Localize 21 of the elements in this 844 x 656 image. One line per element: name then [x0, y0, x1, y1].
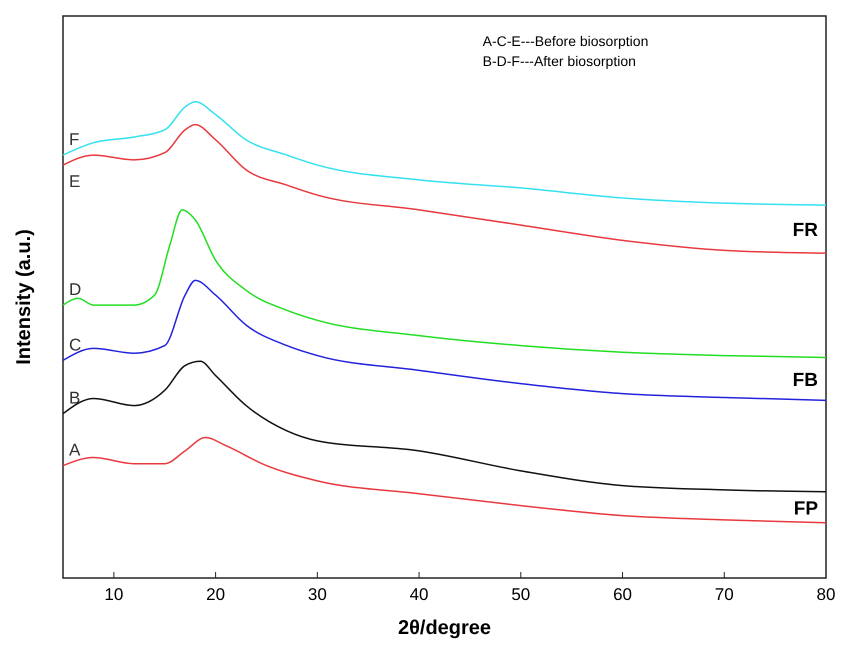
- series-label: B: [69, 388, 80, 408]
- series-label: D: [69, 280, 82, 300]
- series-label: E: [69, 172, 80, 192]
- series-label: F: [69, 130, 80, 150]
- x-tick-label: 30: [308, 585, 327, 604]
- text: A-C-E---Before biosorption: [482, 33, 648, 49]
- x-tick-label: 20: [206, 585, 226, 604]
- x-tick-label: 50: [511, 585, 530, 604]
- x-tick-label: 40: [410, 585, 429, 604]
- x-axis-title: 2θ/degree: [398, 617, 492, 639]
- y-axis-title: Intensity (a.u.): [13, 229, 35, 365]
- annotation: FR: [792, 220, 818, 242]
- x-tick-label: 10: [104, 585, 124, 604]
- annotation: FP: [794, 498, 818, 520]
- series-label: A: [69, 440, 81, 460]
- annotation: FB: [792, 370, 818, 391]
- series-label: C: [69, 335, 82, 354]
- x-tick-label: 60: [613, 585, 632, 604]
- text: B-D-F---After biosorption: [482, 53, 636, 69]
- x-tick-label: 70: [714, 585, 734, 604]
- x-tick-label: 80: [816, 585, 836, 604]
